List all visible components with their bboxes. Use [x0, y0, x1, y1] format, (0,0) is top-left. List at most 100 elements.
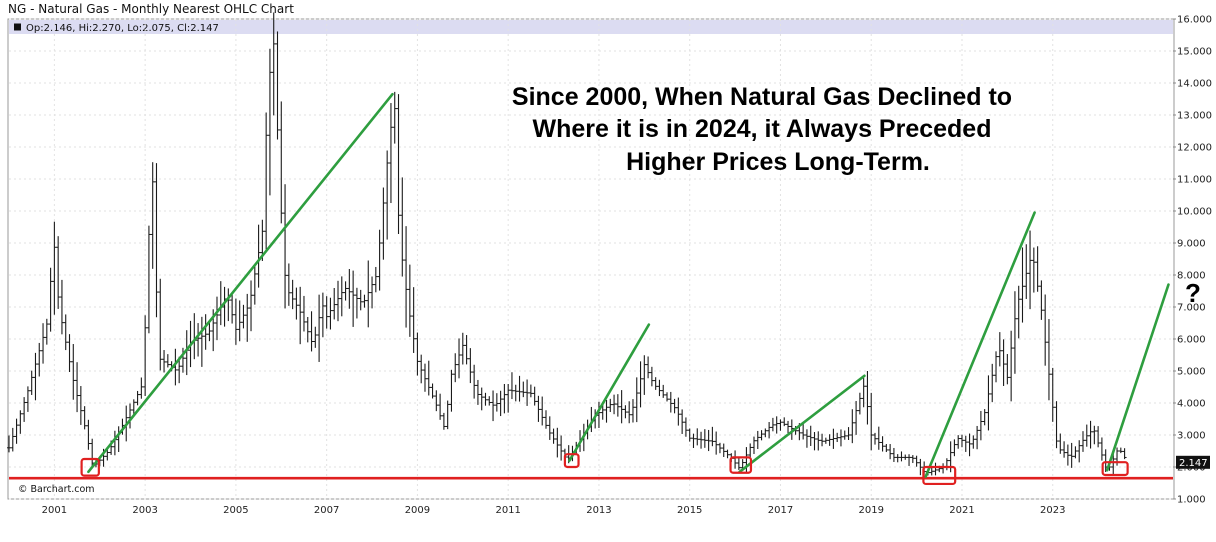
ohlc-bar — [638, 361, 643, 408]
ohlc-bar — [506, 384, 511, 413]
ohlc-bar — [351, 270, 356, 327]
ohlc-bar — [763, 428, 768, 438]
ohlc-bar — [362, 294, 367, 308]
ohlc-bar — [770, 417, 775, 432]
ohlc-bar — [317, 294, 322, 362]
ohlc-bar — [532, 386, 537, 406]
ohlc-bar — [426, 360, 431, 396]
ohlc-bar — [29, 370, 34, 395]
y-tick-label: 12.000 — [1177, 143, 1212, 154]
ohlc-bar — [914, 455, 919, 467]
ohlc-bar — [131, 399, 136, 414]
x-tick-label: 2017 — [768, 505, 793, 516]
ohlc-bar — [415, 332, 420, 376]
ohlc-bar — [347, 269, 352, 309]
y-tick-label: 3.000 — [1177, 431, 1206, 442]
ohlc-bar — [975, 425, 980, 450]
ohlc-bar — [725, 449, 730, 459]
ohlc-bar — [41, 323, 46, 364]
ohlc-bar — [653, 377, 658, 390]
ohlc-bar — [1092, 425, 1097, 445]
ohlc-bar — [487, 396, 492, 406]
ohlc-bar — [804, 429, 809, 448]
ohlc-bar — [816, 431, 821, 451]
ohlc-bar — [789, 419, 794, 440]
x-tick-label: 2019 — [858, 505, 883, 516]
ohlc-bar — [475, 379, 480, 405]
ohlc-bar — [623, 405, 628, 419]
ohlc-bar — [158, 278, 163, 371]
y-tick-label: 15.000 — [1177, 47, 1212, 58]
ohlc-bar — [449, 369, 454, 412]
grid — [9, 18, 1173, 500]
ohlc-bar — [865, 371, 870, 425]
ohlc-bar — [778, 419, 783, 431]
ohlc-bar — [324, 296, 329, 329]
ohlc-bar — [105, 448, 110, 461]
last-price-tag: 2.147 — [1176, 455, 1210, 469]
ohlc-bar — [1050, 367, 1055, 422]
ohlc-bar — [207, 320, 212, 342]
ohlc-bar — [404, 226, 409, 328]
ohlc-bar — [14, 418, 19, 444]
x-tick-label: 2015 — [677, 505, 702, 516]
ohlc-bar — [385, 150, 390, 240]
ohlc-bar — [150, 162, 155, 269]
last-price-bg — [1176, 455, 1210, 469]
ohlc-bar — [517, 375, 522, 402]
ohlc-bar — [521, 381, 526, 398]
ohlc-bar — [525, 379, 530, 406]
annotation-line-1: Since 2000, When Natural Gas Declined to — [512, 83, 1012, 111]
ohlc-bar — [612, 394, 617, 415]
ohlc-bar — [1065, 444, 1070, 466]
ohlc-bar — [895, 454, 900, 463]
low-highlight-box — [80, 457, 100, 477]
y-axis: 1.0002.0003.0004.0005.0006.0007.0008.000… — [1173, 15, 1212, 506]
ohlc-bar — [687, 428, 692, 442]
ohlc-bar — [59, 279, 64, 335]
ohlc-bar — [661, 384, 666, 398]
x-axis: 2001 2003 2005 2007 2009 2011 2013 2015 2017 2019… — [42, 505, 1066, 516]
ohlc-bar — [827, 434, 832, 446]
ohlc-bar — [884, 444, 889, 453]
ohlc-bar — [608, 398, 613, 412]
ohlc-bar — [139, 377, 144, 399]
trend-line — [568, 323, 651, 462]
annotation-line-3: Higher Prices Long-Term. — [626, 148, 930, 176]
ohlc-bar — [491, 390, 496, 422]
ohlc-bar — [44, 318, 49, 345]
y-tick-label: 9.000 — [1177, 239, 1206, 250]
ohlc-bar — [445, 400, 450, 430]
ohlc-bar — [1009, 330, 1014, 402]
ohlc-bar — [400, 177, 405, 277]
ohlc-bar — [850, 409, 855, 444]
ohlc-bar — [903, 454, 908, 460]
ohlc-bar — [453, 353, 458, 383]
x-tick-label: 2009 — [405, 505, 430, 516]
ohlc-bar — [551, 428, 556, 444]
ohlc-bar — [978, 410, 983, 441]
ohlc-bar — [483, 392, 488, 406]
ohlc-bar — [18, 410, 23, 434]
ohlc-bar — [676, 397, 681, 426]
y-tick-label: 5.000 — [1177, 367, 1206, 378]
ohlc-bar — [67, 334, 72, 372]
x-tick-label: 2007 — [314, 505, 339, 516]
ohlc-bar — [264, 112, 269, 250]
ohlc-bar — [214, 296, 219, 341]
ohlc-bar — [736, 457, 741, 470]
ohlc-bar — [717, 442, 722, 454]
ohlc-bar — [699, 431, 704, 449]
ohlc-bar — [823, 437, 828, 444]
ohlc-bar — [1035, 246, 1040, 292]
ohlc-bar — [199, 316, 204, 367]
ohlc-bar — [1012, 291, 1017, 374]
ohlc-bar — [555, 427, 560, 458]
ohlc-bar — [559, 435, 564, 461]
ohlc-bar — [320, 292, 325, 338]
ohlc-bar — [1005, 354, 1010, 385]
ohlc-bar — [392, 91, 397, 144]
ohlc-bar — [301, 295, 306, 332]
ohlc-bar — [377, 229, 382, 291]
ohlc-bar — [1077, 440, 1082, 463]
